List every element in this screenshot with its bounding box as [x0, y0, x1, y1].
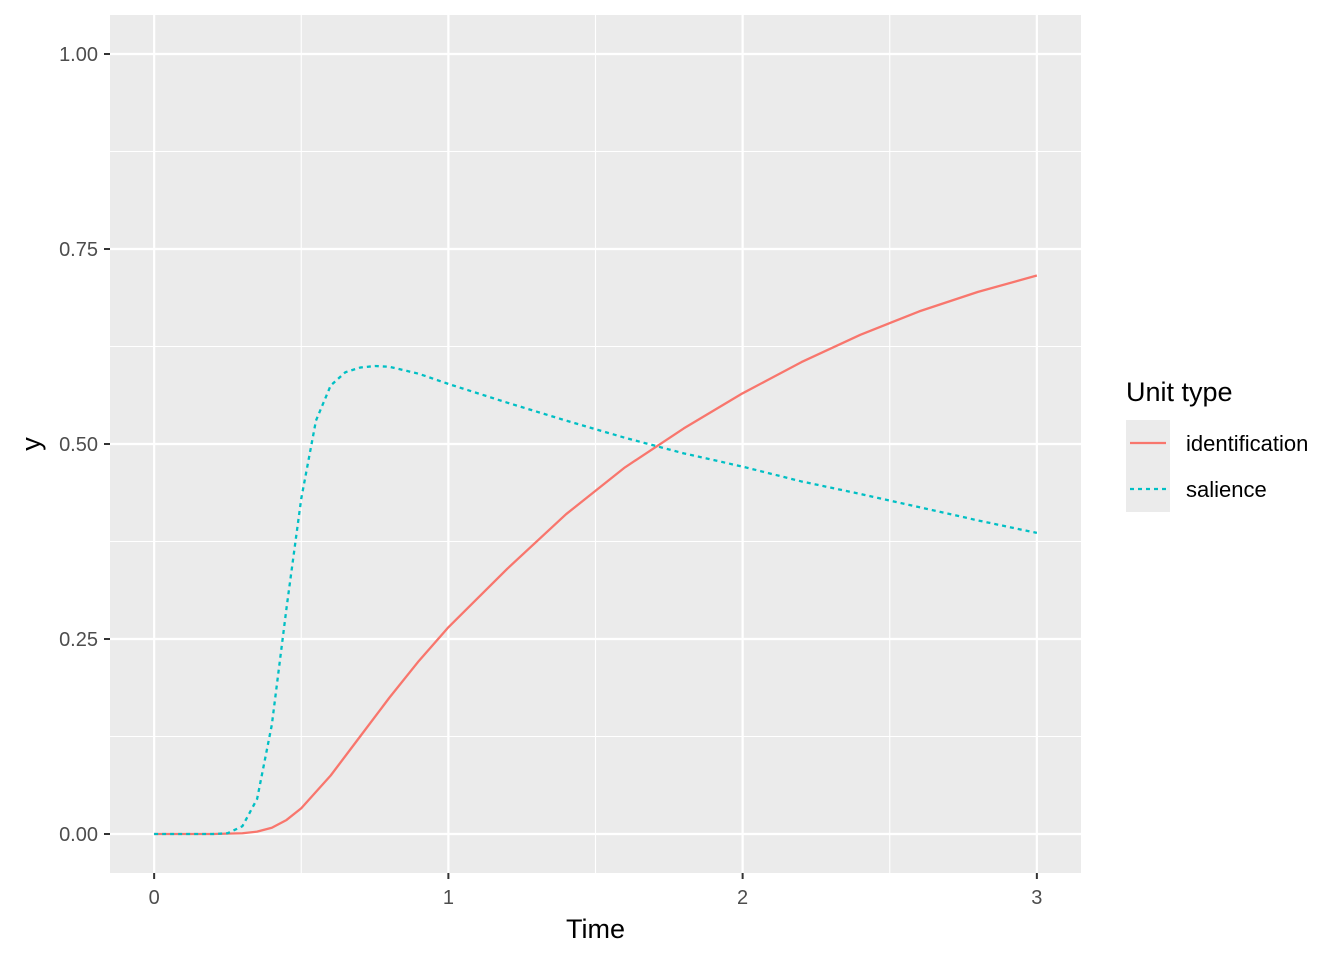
- x-axis-title: Time: [566, 914, 625, 944]
- legend: Unit type identification salience: [1126, 377, 1308, 512]
- x-tick-label: 2: [737, 887, 748, 909]
- legend-label-salience: salience: [1186, 477, 1267, 502]
- y-axis-title: y: [16, 437, 46, 451]
- grid: [110, 15, 1081, 873]
- legend-label-identification: identification: [1186, 431, 1308, 456]
- series-line-identification: [154, 274, 1038, 836]
- legend-title: Unit type: [1126, 377, 1233, 407]
- y-tick-label: 0.75: [59, 239, 98, 261]
- y-tick-label: 1.00: [59, 44, 98, 66]
- y-tick-label: 0.00: [59, 824, 98, 846]
- series-line-salience: [154, 364, 1038, 836]
- x-tick-label: 0: [149, 887, 160, 909]
- legend-keys: identification salience: [1126, 420, 1308, 512]
- y-tick-label: 0.25: [59, 629, 98, 651]
- axes: 0 1 2 3 0.00 0.25 0.50 0.75 1.00: [59, 44, 1042, 909]
- x-tick-label: 1: [443, 887, 454, 909]
- x-tick-label: 3: [1031, 887, 1042, 909]
- series-lines: [154, 274, 1038, 836]
- y-tick-label: 0.50: [59, 434, 98, 456]
